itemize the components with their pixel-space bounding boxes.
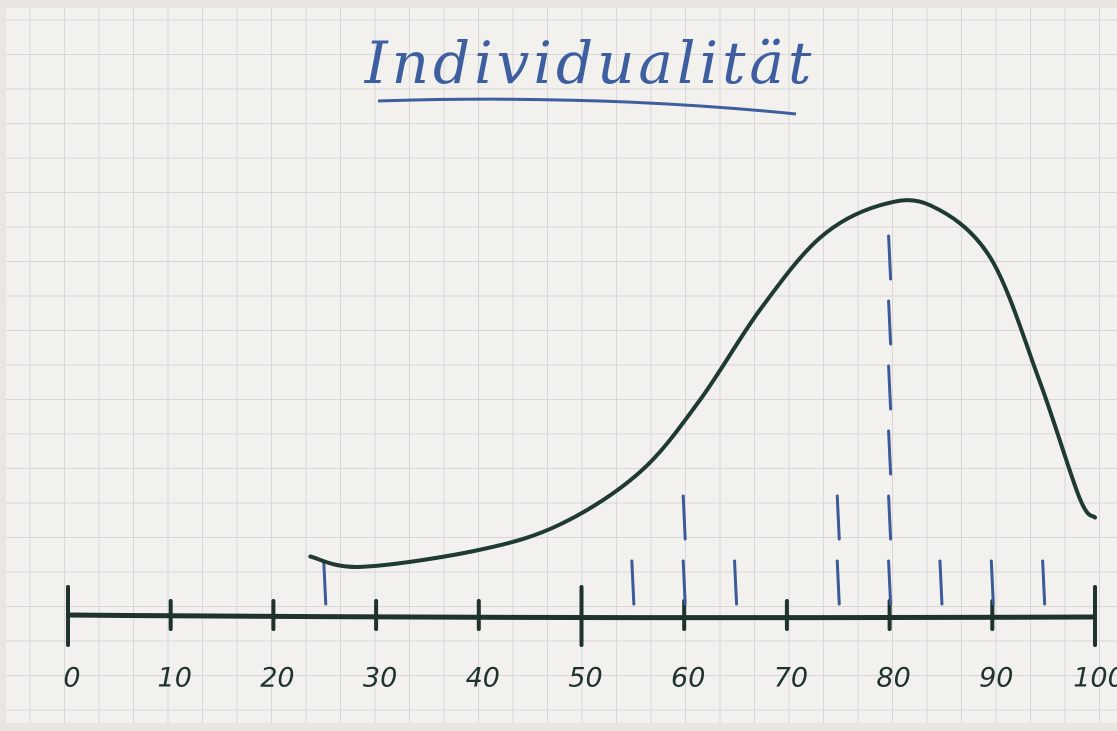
x-tick-label: 80 (876, 663, 910, 694)
tally-mark (683, 496, 685, 539)
x-tick-label: 90 (979, 663, 1013, 694)
tally-mark (889, 366, 891, 409)
x-tick-label: 60 (671, 663, 705, 694)
tally-group (991, 561, 993, 604)
tally-group (632, 561, 634, 604)
tally-mark (889, 236, 891, 279)
tally-mark (837, 561, 839, 604)
tally-mark (683, 561, 685, 604)
tally-mark (889, 301, 891, 344)
tally-mark (940, 561, 942, 604)
tally-group (1043, 561, 1045, 604)
tally-mark (632, 561, 634, 604)
tally-mark (889, 561, 891, 604)
tally-mark (889, 431, 891, 474)
x-tick-label: 20 (260, 663, 294, 694)
x-tick-label: 30 (363, 663, 397, 694)
tally-group (324, 561, 326, 604)
tally-mark (837, 496, 839, 539)
tally-group (735, 561, 737, 604)
tally-mark (1043, 561, 1045, 604)
x-tick-label: 40 (466, 663, 500, 694)
x-tick-label: 100 (1073, 663, 1117, 694)
x-tick-label: 70 (774, 663, 808, 694)
tally-group (940, 561, 942, 604)
tally-mark (735, 561, 737, 604)
x-tick-label: 50 (568, 663, 602, 694)
tally-mark (889, 496, 891, 539)
tally-mark (991, 561, 993, 604)
tally-mark (324, 561, 326, 604)
chart: Individualität 0 10 20 30 40 50 60 70 80 90 100 (0, 0, 1117, 731)
x-tick-label: 0 (63, 663, 80, 694)
x-tick-label: 10 (158, 663, 192, 694)
chart-title: Individualität (364, 29, 816, 97)
